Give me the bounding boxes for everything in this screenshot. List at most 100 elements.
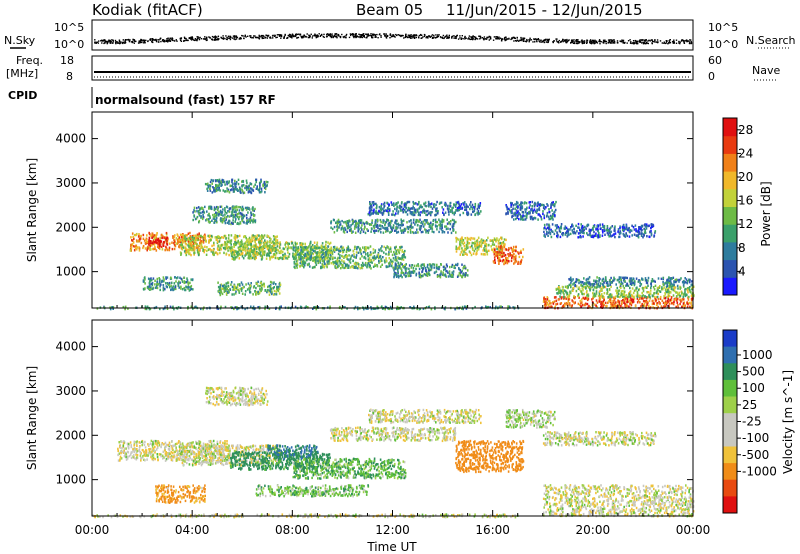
data-cell	[367, 222, 369, 225]
noise-dot	[249, 35, 251, 37]
data-cell	[202, 249, 204, 252]
data-cell	[498, 248, 500, 251]
noise-dot	[128, 40, 131, 43]
data-cell	[506, 208, 509, 211]
data-cell	[531, 209, 533, 212]
data-cell	[367, 213, 370, 216]
noise-dot	[260, 34, 263, 37]
data-cell	[237, 221, 239, 225]
noise-dot	[389, 34, 391, 36]
data-cell	[190, 240, 193, 243]
noise-dot	[430, 35, 433, 37]
data-cell	[346, 264, 348, 267]
noise-dot	[600, 41, 602, 43]
data-cell	[187, 249, 189, 253]
noise-dot	[142, 39, 144, 41]
data-cell	[392, 266, 395, 270]
data-cell	[152, 239, 155, 242]
data-cell	[230, 243, 232, 246]
data-cell	[532, 217, 535, 221]
data-cell	[364, 261, 367, 265]
data-cell	[216, 214, 218, 217]
noise-dot	[362, 33, 364, 35]
noise-dot	[599, 40, 601, 43]
data-cell	[391, 262, 393, 265]
data-cell	[260, 180, 262, 183]
data-cell	[339, 267, 342, 270]
noise-dot	[451, 37, 453, 39]
data-cell	[275, 290, 278, 293]
data-cell	[302, 262, 304, 265]
data-cell	[333, 225, 336, 229]
data-cell	[231, 178, 233, 182]
nsky-label: N.Sky	[4, 34, 36, 47]
data-cell	[453, 213, 456, 216]
data-cell	[346, 230, 348, 234]
noise-dot	[636, 42, 638, 45]
data-cell	[292, 252, 294, 255]
data-cell	[236, 208, 238, 212]
data-cell	[268, 290, 270, 293]
data-cell	[300, 255, 302, 258]
data-cell	[351, 231, 353, 234]
noise-dot	[353, 33, 355, 36]
noise-dot	[556, 41, 559, 43]
data-cell	[245, 253, 248, 256]
data-cell	[259, 243, 261, 247]
data-cell	[202, 246, 204, 250]
noise-dot	[287, 34, 289, 37]
data-cell	[352, 221, 354, 224]
data-cell	[235, 286, 238, 289]
data-cell	[520, 215, 522, 218]
data-cell	[306, 246, 309, 250]
noise-dot	[192, 39, 195, 41]
data-cell	[216, 221, 218, 224]
data-cell	[254, 257, 257, 261]
data-cell	[267, 253, 269, 257]
data-cell	[251, 207, 254, 211]
data-cell	[404, 229, 406, 232]
data-cell	[320, 250, 323, 253]
data-cell	[222, 179, 225, 182]
data-cell	[192, 238, 194, 242]
noise-dot	[367, 35, 369, 37]
data-cell	[255, 237, 257, 241]
data-cell	[392, 224, 395, 227]
noise-dot	[152, 39, 154, 41]
data-cell	[183, 250, 186, 253]
data-cell	[449, 228, 451, 231]
data-cell	[611, 234, 614, 237]
data-cell	[205, 253, 208, 256]
data-cell	[341, 249, 344, 253]
noise-dot	[330, 35, 332, 38]
data-cell	[449, 210, 452, 213]
data-cell	[278, 251, 281, 254]
noise-dot	[632, 43, 635, 45]
noise-dot	[341, 33, 343, 36]
noise-dot	[432, 37, 434, 39]
noise-dot	[622, 39, 625, 42]
data-cell	[399, 248, 401, 252]
data-cell	[374, 263, 376, 266]
data-cell	[452, 206, 454, 209]
noise-dot	[468, 35, 471, 37]
data-cell	[377, 229, 380, 233]
noise-dot	[528, 39, 530, 41]
data-cell	[552, 218, 554, 221]
data-cell	[216, 212, 218, 215]
data-cell	[301, 243, 303, 247]
data-cell	[513, 256, 515, 259]
data-cell	[165, 231, 168, 235]
data-cell	[525, 201, 528, 205]
data-cell	[194, 242, 196, 245]
noise-dot	[298, 33, 300, 35]
data-cell	[380, 204, 382, 208]
data-cell	[249, 284, 252, 287]
data-cell	[154, 246, 156, 249]
data-cell	[224, 207, 226, 210]
noise-dot	[104, 39, 106, 41]
data-cell	[506, 258, 508, 262]
data-cell	[303, 246, 306, 249]
data-cell	[134, 245, 136, 248]
noise-dot	[354, 36, 357, 38]
